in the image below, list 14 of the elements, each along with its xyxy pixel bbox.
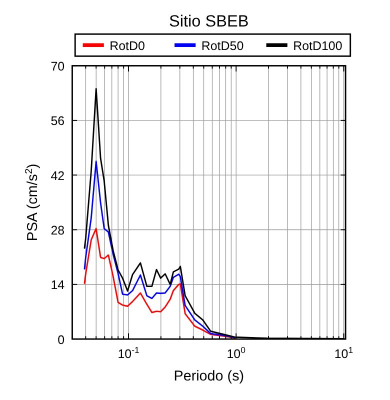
y-tick-label: 56 bbox=[50, 114, 65, 128]
legend-label: RotD50 bbox=[201, 38, 244, 53]
legend-label: RotD0 bbox=[110, 38, 146, 53]
x-tick-label: 10$^{-1}$ bbox=[118, 345, 140, 362]
x-axis-title: Periodo (s) bbox=[174, 368, 244, 384]
x-tick-label: 10$^{0}$ bbox=[226, 345, 246, 362]
y-tick-label: 42 bbox=[50, 168, 65, 183]
legend-label: RotD100 bbox=[293, 38, 342, 53]
y-tick-label: 0 bbox=[58, 332, 65, 347]
x-tick-label: 10$^{1}$ bbox=[334, 345, 354, 362]
y-tick-label: 70 bbox=[50, 60, 65, 74]
chart-title: Sitio SBEB bbox=[169, 12, 249, 30]
y-tick-label: 14 bbox=[50, 278, 65, 292]
y-tick-label: 28 bbox=[50, 224, 65, 238]
